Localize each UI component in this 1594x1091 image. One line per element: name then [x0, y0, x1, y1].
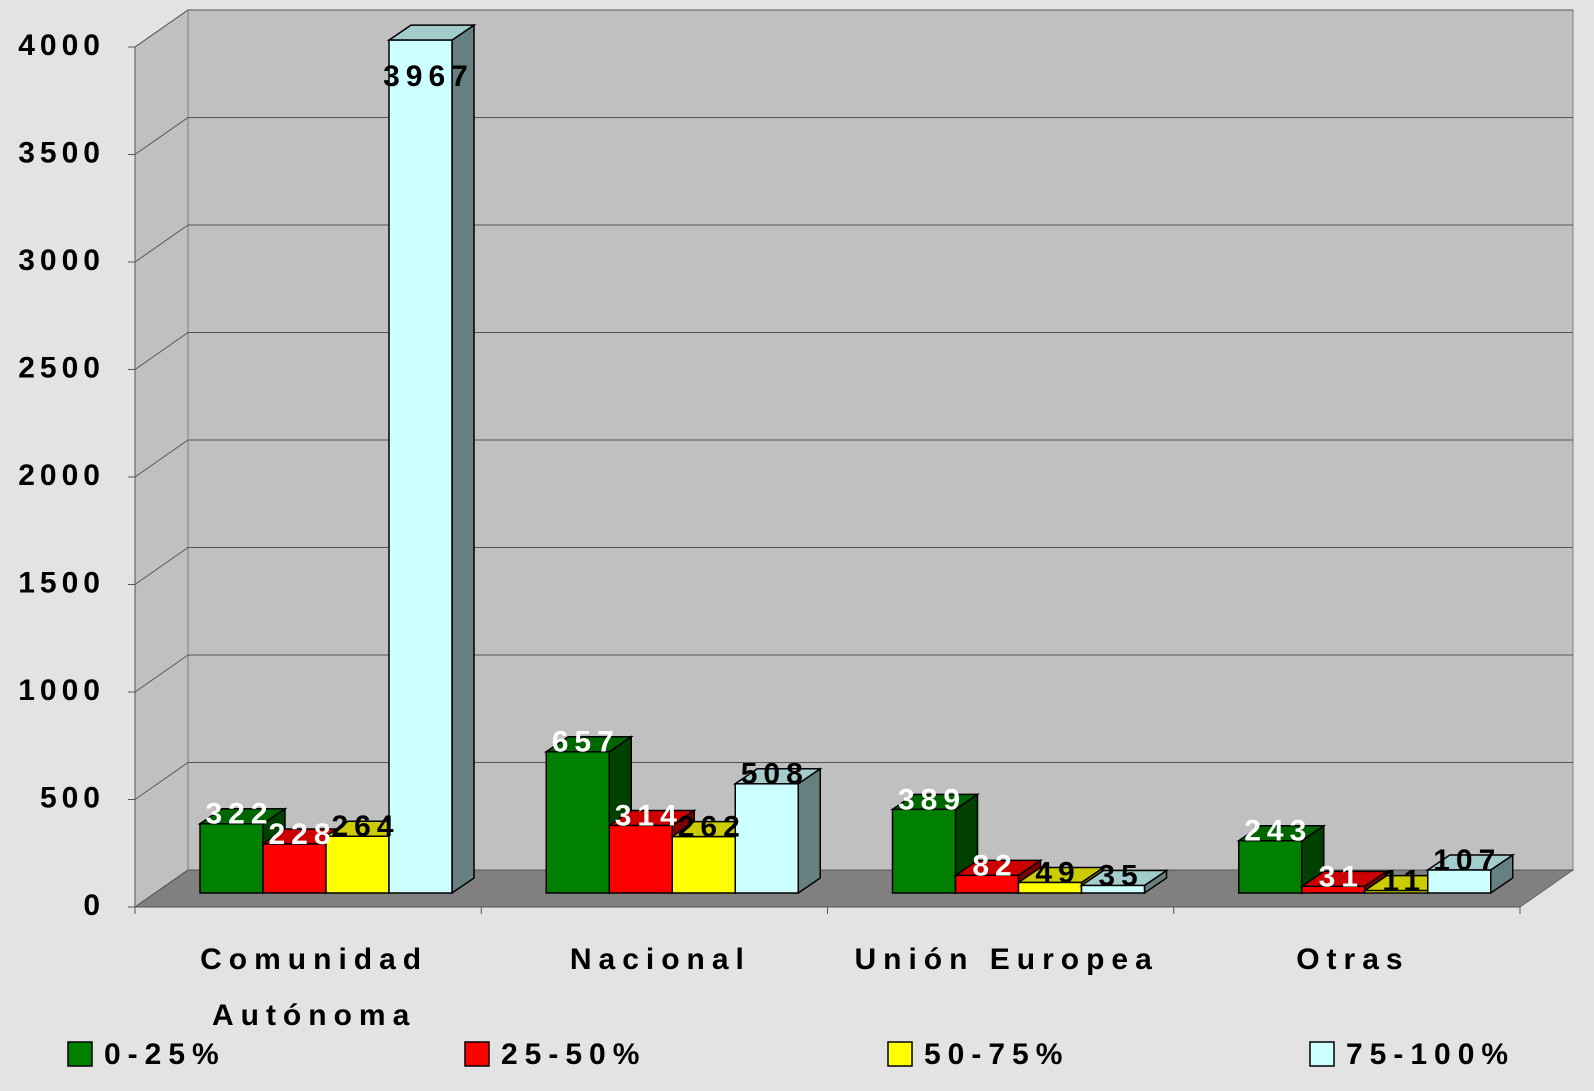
data-label: 35: [1098, 859, 1143, 892]
grid-line: [134, 762, 189, 800]
bar: [734, 783, 799, 894]
legend-label: 0-25%: [104, 1038, 226, 1071]
bar: [1301, 885, 1366, 894]
y-tick-label: 0: [83, 889, 105, 922]
data-label: 11: [1382, 865, 1426, 898]
data-label: 262: [678, 811, 746, 844]
y-tick-label: 500: [40, 781, 105, 814]
grid-line: [134, 439, 189, 478]
data-label: 508: [741, 758, 809, 791]
legend-label: 75-100%: [1346, 1038, 1515, 1071]
x-tick-label: Unión Europea: [854, 943, 1159, 976]
data-label: 82: [972, 849, 1017, 882]
legend-label: 25-50%: [501, 1038, 646, 1071]
grid-line: [134, 654, 189, 693]
data-label: 31: [1319, 860, 1364, 893]
bar: [545, 750, 610, 894]
y-tick-label: 4000: [18, 29, 105, 62]
bar-side: [451, 23, 475, 895]
y-tick-label: 2500: [18, 351, 105, 384]
data-label: 243: [1244, 815, 1312, 848]
bar: [1080, 884, 1146, 894]
bar: [262, 843, 327, 894]
bar: [1427, 869, 1492, 894]
data-label: 49: [1035, 856, 1080, 889]
y-tick-label: 2000: [18, 459, 105, 492]
legend-swatch: [887, 1041, 913, 1067]
bar: [891, 808, 957, 894]
y-tick-label: 1000: [18, 674, 105, 707]
bar: [671, 835, 736, 894]
bar: [199, 823, 264, 894]
bar: [608, 824, 673, 894]
data-label: 657: [552, 726, 620, 759]
x-tick-label: Nacional: [569, 943, 751, 976]
legend-swatch: [464, 1041, 490, 1067]
y-tick-label: 3500: [18, 136, 105, 169]
data-label: 107: [1433, 844, 1501, 877]
x-tick-label: Otras: [1296, 943, 1410, 976]
grid-line: [134, 117, 189, 155]
grid-line: [134, 547, 189, 585]
data-label: 3967: [383, 60, 474, 93]
grid-line: [134, 332, 189, 370]
grid-line: [134, 869, 189, 908]
bar: [388, 39, 453, 894]
grid-line: [134, 9, 189, 48]
x-tick-label: Comunidad Autónoma: [200, 943, 429, 1032]
data-label: 322: [205, 798, 273, 831]
legend-swatch: [67, 1041, 93, 1067]
y-tick-label: 3000: [18, 244, 105, 277]
grid-line: [134, 224, 189, 263]
bar: [325, 835, 390, 894]
legend-swatch: [1309, 1041, 1335, 1067]
data-label: 314: [615, 799, 683, 832]
data-label: 264: [331, 810, 399, 843]
y-tick-label: 1500: [18, 566, 105, 599]
data-label: 389: [898, 783, 966, 816]
legend-label: 50-75%: [924, 1038, 1069, 1071]
bar: [1238, 840, 1303, 894]
data-label: 228: [268, 818, 336, 851]
